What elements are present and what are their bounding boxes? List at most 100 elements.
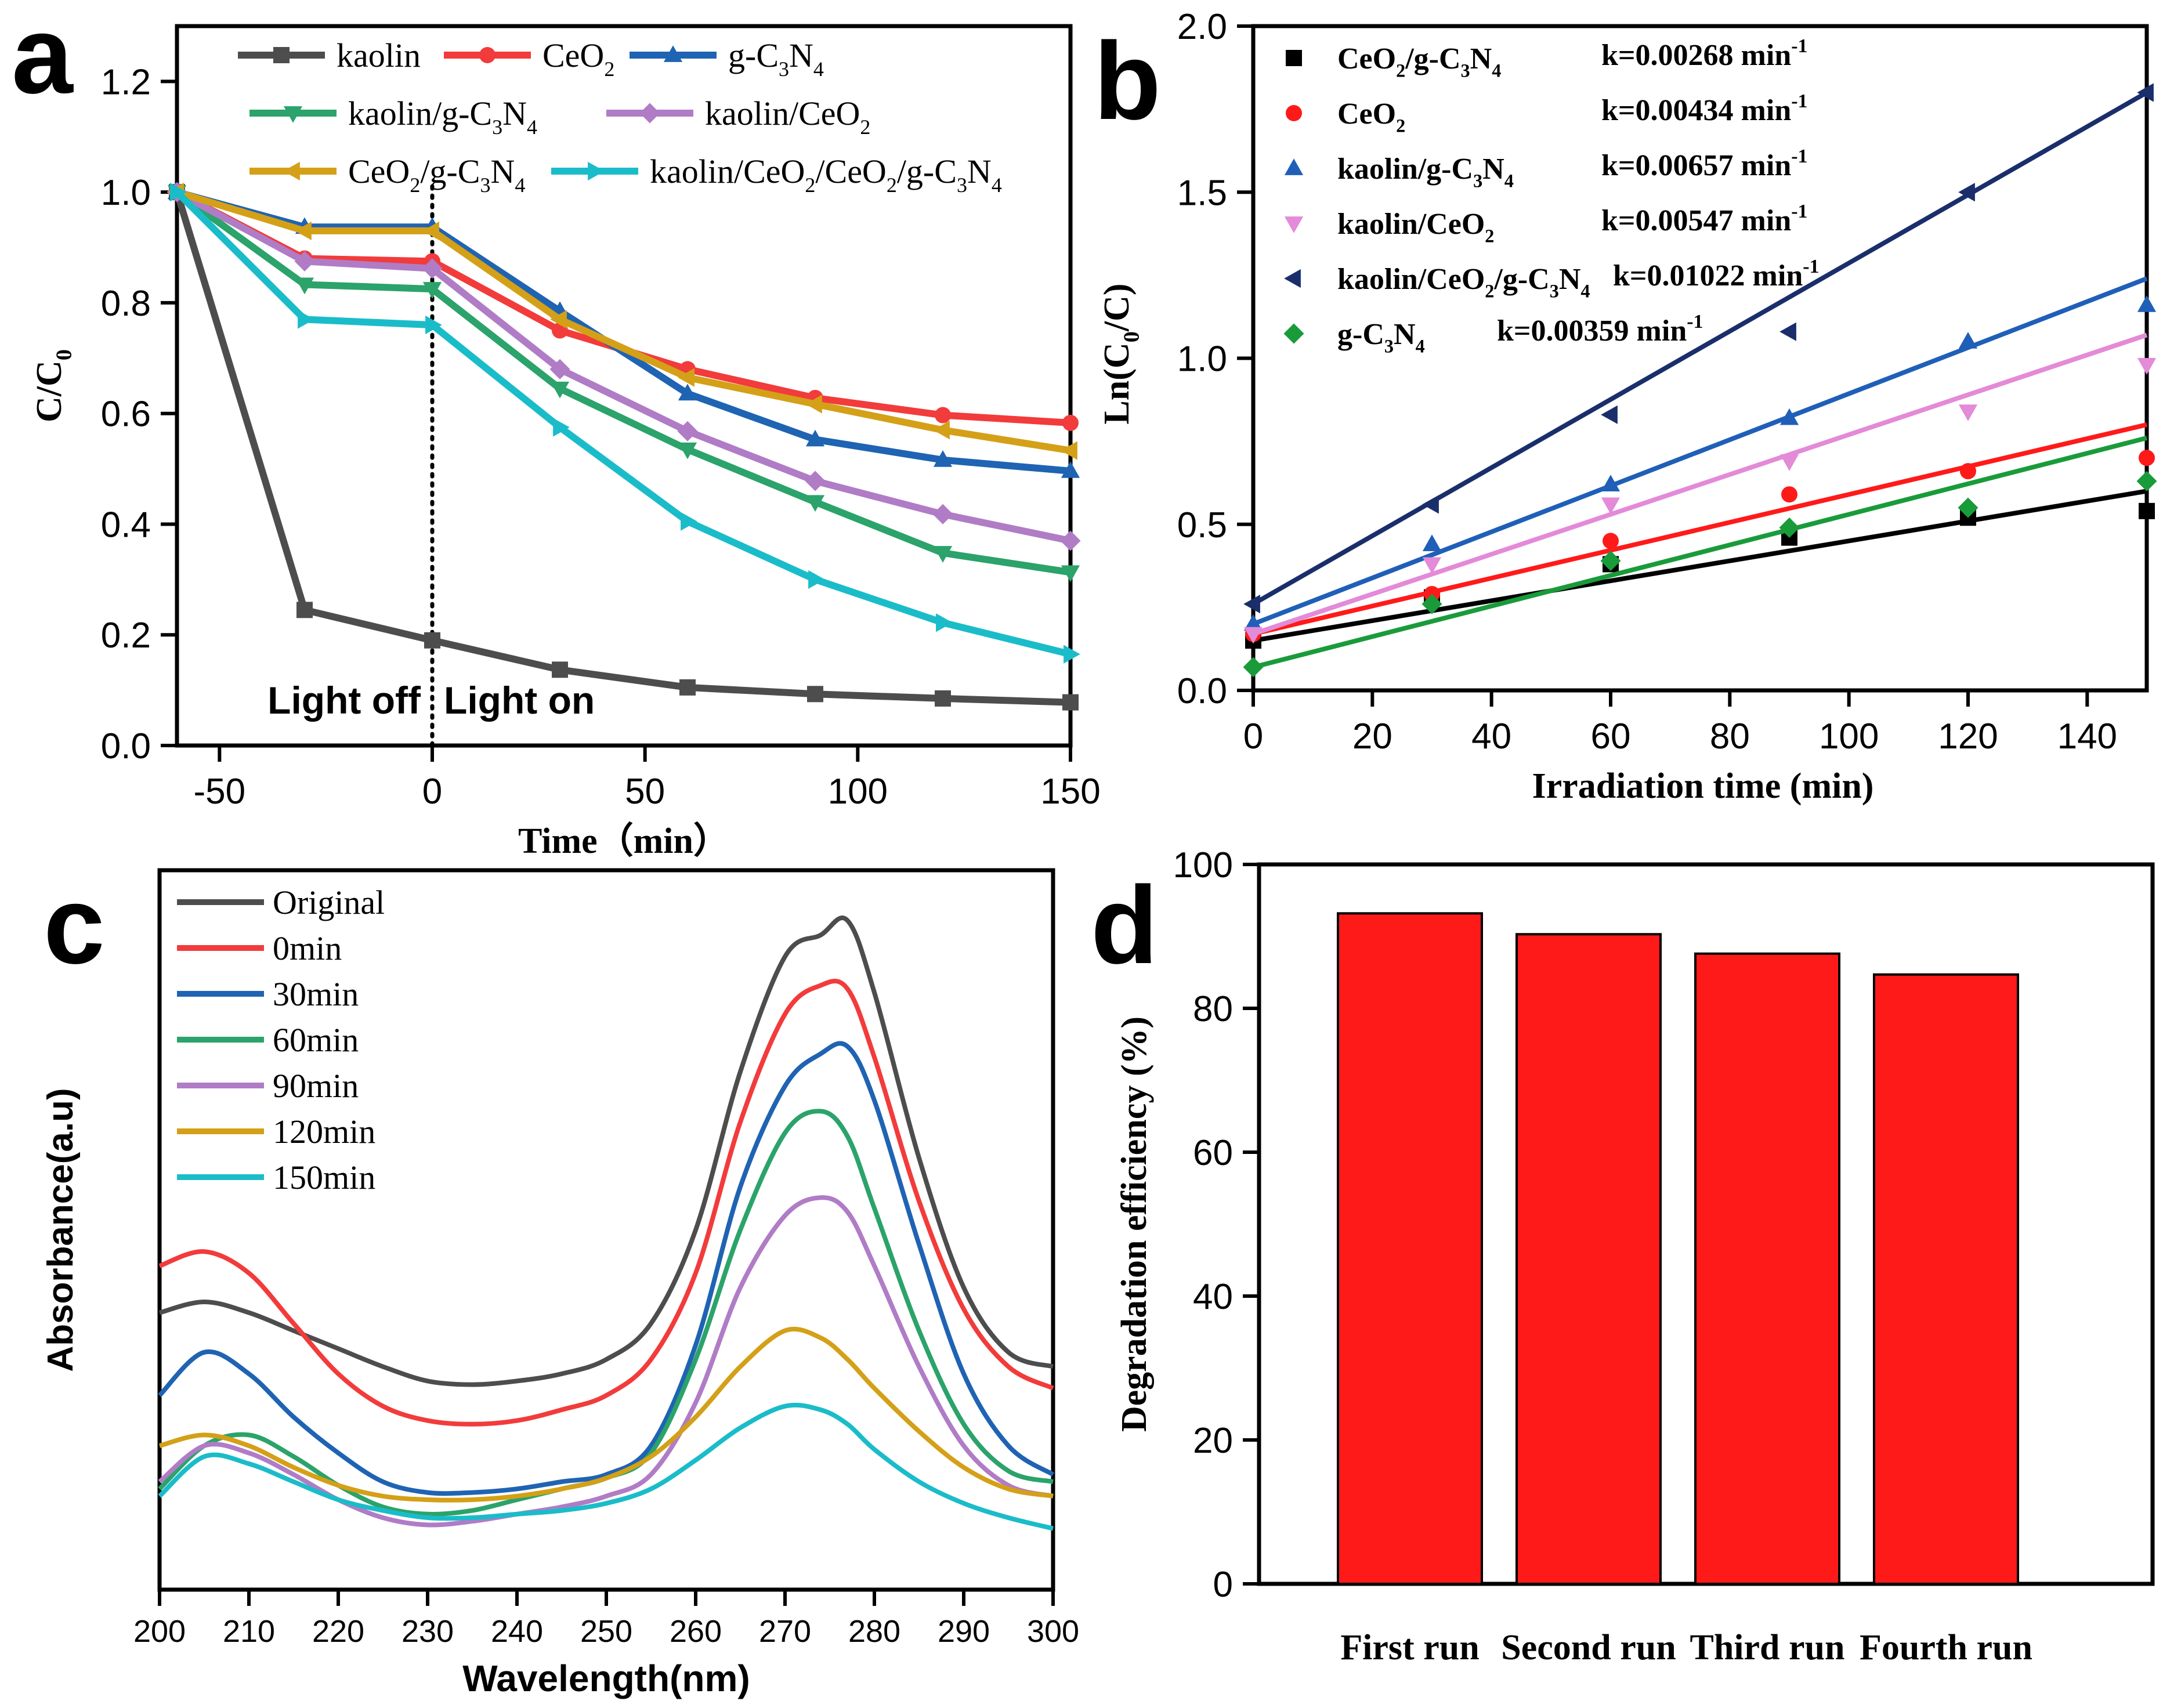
- data-point: [933, 546, 953, 563]
- x-tick-label: 0: [422, 772, 442, 812]
- legend-label: kaolin/CeO2/g-C3N4: [1337, 263, 1590, 302]
- data-point: [1960, 463, 1976, 480]
- spectrum-line-6: [158, 1402, 1054, 1531]
- y-tick-label: 60: [1193, 1133, 1233, 1173]
- y-tick-label: 2.0: [1177, 7, 1227, 47]
- x-tick-label: 290: [938, 1614, 990, 1649]
- category-label: Fourth run: [1860, 1628, 2032, 1667]
- data-point: [1958, 497, 1978, 518]
- data-point: [1779, 454, 1799, 471]
- light-on-label: Light on: [444, 679, 595, 722]
- data-point: [295, 277, 314, 295]
- bar-0: [1337, 912, 1483, 1585]
- data-point: [553, 418, 570, 437]
- data-point: [296, 602, 313, 618]
- legend-label: CeO2/g-C3N4: [348, 153, 525, 197]
- x-tick-label: 220: [312, 1614, 364, 1649]
- legend-marker: [283, 106, 303, 123]
- x-tick-label: 80: [1710, 717, 1750, 757]
- y-tick-label: 0.5: [1177, 505, 1227, 545]
- x-tick-label: 60: [1591, 717, 1631, 757]
- legend-marker: [1286, 50, 1302, 66]
- legend-label: CeO2/g-C3N4: [1337, 42, 1501, 81]
- data-point: [294, 251, 315, 272]
- panel-letter: d: [1091, 864, 1158, 987]
- data-point: [1601, 405, 1618, 424]
- data-point: [935, 690, 951, 707]
- y-axis-label: Degradation efficiency (%): [1115, 1016, 1154, 1432]
- legend-label: 60min: [273, 1021, 359, 1059]
- x-tick-label: 260: [670, 1614, 722, 1649]
- legend-marker: [273, 47, 290, 63]
- data-point: [1061, 441, 1077, 460]
- data-point: [425, 315, 442, 335]
- legend-label: g-C3N4: [1337, 318, 1425, 357]
- data-point: [1243, 595, 1260, 614]
- data-point: [2137, 83, 2154, 102]
- category-label: First run: [1340, 1628, 1479, 1667]
- x-axis-label: Time（min）: [518, 820, 729, 861]
- k-value-label: k=0.00268 min-1: [1601, 35, 1808, 72]
- x-tick-label: 240: [491, 1614, 543, 1649]
- data-point: [935, 407, 951, 424]
- fit-line-2: [1252, 276, 2148, 627]
- y-tick-label: 0.4: [101, 505, 151, 545]
- x-tick-label: 270: [759, 1614, 811, 1649]
- data-point: [1422, 557, 1442, 574]
- series-line-6: [174, 189, 1072, 658]
- legend-label: CeO2: [542, 37, 614, 81]
- data-point: [549, 359, 570, 379]
- data-point: [679, 679, 696, 696]
- data-point: [1062, 694, 1079, 711]
- y-tick-label: 1.2: [101, 62, 151, 102]
- panel-letter: b: [1094, 20, 1161, 143]
- x-tick-label: 280: [848, 1614, 900, 1649]
- k-value-label: k=0.00434 min-1: [1601, 91, 1808, 127]
- data-point: [805, 495, 825, 512]
- legend-marker: [588, 161, 605, 181]
- x-tick-label: 20: [1352, 717, 1392, 757]
- y-tick-label: 40: [1193, 1277, 1233, 1317]
- data-point: [933, 450, 953, 467]
- x-tick-label: 100: [1819, 717, 1879, 757]
- data-point: [550, 310, 567, 329]
- panel-d-chart: 0 20 40 60 80 100 First run Second run Third run…: [1091, 845, 2155, 1667]
- y-tick-label: 1.0: [101, 173, 151, 213]
- x-tick-label: 150: [1040, 772, 1100, 812]
- data-point: [1421, 594, 1442, 614]
- legend-label: kaolin/CeO2: [705, 95, 870, 139]
- data-point: [1422, 495, 1439, 514]
- legend-label: 0min: [273, 929, 342, 967]
- series-line-0: [173, 191, 1071, 706]
- legend-marker: [663, 45, 683, 62]
- legend-marker: [1284, 158, 1304, 175]
- legend-label: kaolin/g-C3N4: [348, 95, 537, 139]
- x-tick-label: 100: [828, 772, 888, 812]
- k-value-label: k=0.00657 min-1: [1601, 146, 1808, 182]
- bar-2: [1694, 952, 1840, 1585]
- y-tick-label: 0.0: [1177, 671, 1227, 711]
- bar-1: [1515, 933, 1662, 1585]
- category-label: Second run: [1501, 1628, 1676, 1667]
- panel-letter: a: [12, 0, 74, 117]
- data-point: [1243, 627, 1263, 644]
- legend-marker: [479, 47, 495, 63]
- fit-line-5: [1253, 436, 2147, 670]
- x-tick-label: 210: [223, 1614, 275, 1649]
- data-point: [677, 421, 698, 442]
- panel-a-chart: 0.0 0.2 0.4 0.6 0.8 1.0 1.2 -50 0 50 100 150 Light o…: [12, 0, 1101, 861]
- legend-marker: [1284, 269, 1301, 288]
- x-tick-label: 120: [1938, 717, 1998, 757]
- bar-3: [1873, 973, 2019, 1585]
- data-point: [422, 258, 443, 279]
- data-point: [422, 282, 442, 299]
- x-tick-label: 300: [1027, 1614, 1079, 1649]
- data-point: [1958, 332, 1978, 349]
- legend-label: kaolin: [337, 37, 421, 74]
- panel-b-chart: 0.0 0.5 1.0 1.5 2.0 0 20 40 60 80 100 120 140 CeO2/g-…: [1094, 7, 2157, 806]
- data-point: [422, 221, 439, 241]
- k-value-label: k=0.01022 min-1: [1613, 256, 1820, 292]
- data-point: [681, 512, 697, 531]
- data-point: [2139, 502, 2155, 519]
